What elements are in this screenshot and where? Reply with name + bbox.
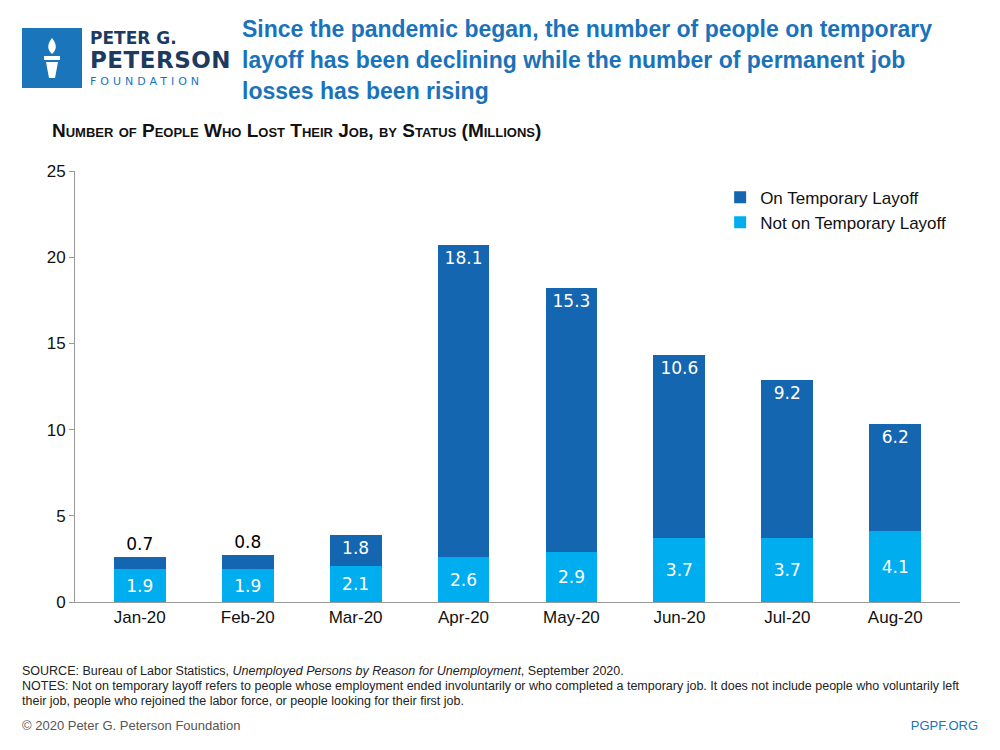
svg-text:3.7: 3.7: [666, 560, 693, 580]
html-text:© 2020 Peter G. Peterson Found: © 2020 Peter G. Peterson Foundation: [22, 718, 241, 733]
html-text:Number of People Who Lost Thei: Number of People Who Lost Their Job, by …: [52, 120, 542, 141]
svg-text:18.1: 18.1: [445, 248, 483, 268]
svg-text:Apr-20: Apr-20: [438, 608, 489, 627]
svg-text:25: 25: [47, 162, 66, 181]
svg-text:1.9: 1.9: [126, 576, 153, 596]
svg-text:0.8: 0.8: [234, 532, 261, 552]
svg-text:4.1: 4.1: [882, 557, 909, 577]
html-text:NOTES: Not on temporary layoff: NOTES: Not on temporary layoff refers to…: [22, 679, 960, 708]
html-text:PETERSON: PETERSON: [90, 47, 231, 73]
svg-text:On Temporary Layoff: On Temporary Layoff: [760, 189, 918, 208]
svg-text:2.6: 2.6: [450, 570, 477, 590]
svg-text:15: 15: [47, 334, 66, 353]
svg-text:3.7: 3.7: [774, 560, 801, 580]
svg-text:May-20: May-20: [543, 608, 600, 627]
svg-text:Feb-20: Feb-20: [221, 608, 275, 627]
svg-text:9.2: 9.2: [774, 383, 801, 403]
svg-text:10: 10: [47, 421, 66, 440]
svg-text:1.9: 1.9: [234, 576, 261, 596]
svg-text:5: 5: [56, 507, 65, 526]
svg-text:6.2: 6.2: [882, 427, 909, 447]
svg-text:10.6: 10.6: [660, 358, 698, 378]
html-text:PGPF.ORG: PGPF.ORG: [910, 718, 978, 733]
svg-text:2.1: 2.1: [342, 574, 369, 594]
svg-text:Jan-20: Jan-20: [114, 608, 166, 627]
svg-text:Not on Temporary Layoff: Not on Temporary Layoff: [760, 214, 946, 233]
svg-text:Aug-20: Aug-20: [868, 608, 923, 627]
svg-text:Jul-20: Jul-20: [764, 608, 810, 627]
html-text:PETER G.: PETER G.: [90, 28, 177, 48]
svg-text:2.9: 2.9: [558, 567, 585, 587]
svg-text:Jun-20: Jun-20: [653, 608, 705, 627]
svg-text:Mar-20: Mar-20: [329, 608, 383, 627]
svg-text:0: 0: [56, 593, 65, 612]
html-text:SOURCE: Bureau of Labor Statis: SOURCE: Bureau of Labor Statistics, Unem…: [22, 664, 624, 678]
html-text:FOUNDATION: FOUNDATION: [90, 75, 204, 88]
svg-text:0.7: 0.7: [126, 534, 153, 554]
svg-text:15.3: 15.3: [553, 291, 591, 311]
svg-text:1.8: 1.8: [342, 538, 369, 558]
html-text:Since the pandemic began, the: Since the pandemic began, the number of …: [242, 16, 933, 104]
svg-text:20: 20: [47, 248, 66, 267]
